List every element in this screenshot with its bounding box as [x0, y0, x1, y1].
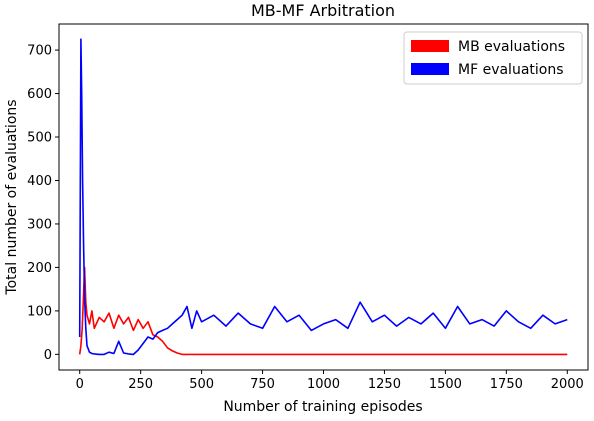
legend-label-mb: MB evaluations [458, 39, 565, 55]
y-tick-label: 100 [27, 304, 52, 319]
x-tick-label: 1250 [368, 377, 401, 392]
series-line-mf [78, 38, 568, 356]
x-axis-label: Number of training episodes [223, 399, 422, 415]
x-tick-label: 2000 [551, 377, 584, 392]
x-tick-label: 0 [76, 377, 84, 392]
legend-label-mf: MF evaluations [458, 62, 564, 78]
y-tick-label: 200 [27, 261, 52, 276]
y-tick-label: 300 [27, 217, 52, 232]
x-axis-ticks: 0 250 500 750 1000 1250 1500 1750 2000 [76, 370, 584, 392]
series-layer [78, 38, 568, 356]
y-tick-label: 0 [44, 348, 52, 363]
series-line-mb [78, 266, 568, 356]
x-tick-label: 1750 [490, 377, 523, 392]
y-tick-label: 700 [27, 44, 52, 59]
legend-swatch-mf [411, 63, 449, 75]
x-tick-label: 500 [189, 377, 214, 392]
y-tick-label: 400 [27, 174, 52, 189]
x-tick-label: 1500 [429, 377, 462, 392]
x-tick-label: 250 [128, 377, 153, 392]
y-axis-label: Total number of evaluations [4, 99, 20, 295]
y-tick-label: 500 [27, 131, 52, 146]
y-axis-ticks: 0 100 200 300 400 500 600 700 [27, 44, 59, 363]
legend: MB evaluations MF evaluations [403, 31, 583, 85]
legend-swatch-mb [411, 40, 449, 52]
x-tick-label: 1000 [307, 377, 340, 392]
y-tick-label: 600 [27, 87, 52, 102]
x-tick-label: 750 [250, 377, 275, 392]
chart-title: MB-MF Arbitration [251, 1, 395, 20]
